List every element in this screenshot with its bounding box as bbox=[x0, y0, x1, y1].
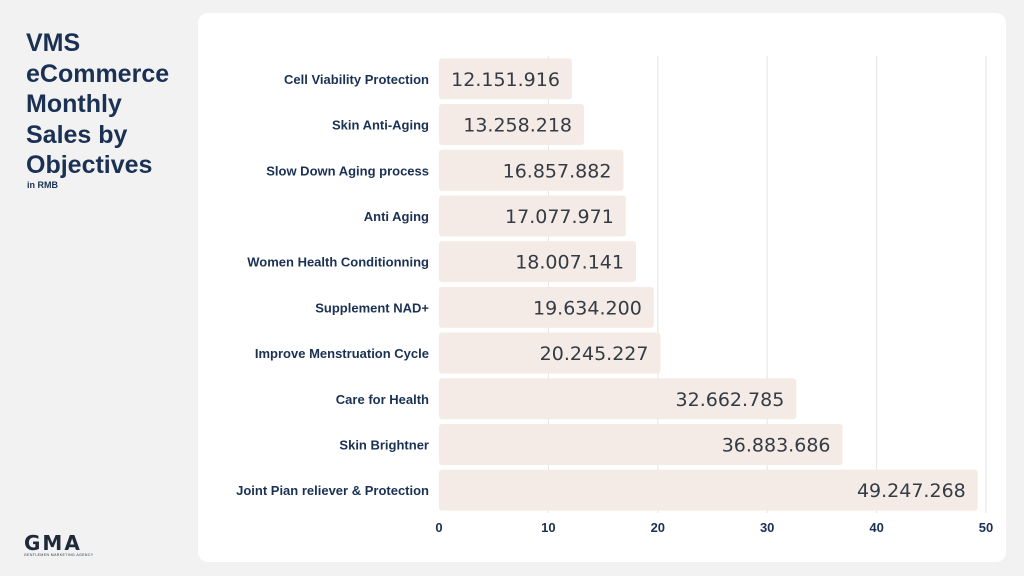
logo-tagline: GENTLEMEN MARKETING AGENCY bbox=[24, 553, 94, 557]
bar bbox=[439, 378, 797, 420]
data-label: 49.247.268 bbox=[857, 480, 966, 502]
gma-logo: GMA GENTLEMEN MARKETING AGENCY bbox=[24, 533, 104, 559]
category-label: Slow Down Aging process bbox=[266, 163, 429, 178]
bar bbox=[439, 241, 636, 283]
x-tick-label: 50 bbox=[979, 520, 993, 535]
data-label: 17.077.971 bbox=[505, 206, 614, 228]
bar bbox=[439, 195, 626, 237]
x-tick-label: 30 bbox=[760, 520, 774, 535]
bar bbox=[439, 286, 654, 328]
x-tick-label: 10 bbox=[541, 520, 555, 535]
chart-card: Cell Viability Protection 12.151.916 Skin … bbox=[198, 13, 1006, 562]
chart-title: VMS eCommerce Monthly Sales by Objective… bbox=[26, 29, 170, 179]
category-label: Women Health Conditionning bbox=[247, 255, 429, 270]
x-tick-label: 0 bbox=[435, 520, 442, 535]
data-label: 20.245.227 bbox=[540, 343, 649, 365]
data-label: 12.151.916 bbox=[451, 69, 560, 91]
category-label: Skin Brightner bbox=[339, 437, 429, 452]
data-label: 36.883.686 bbox=[722, 434, 831, 456]
category-label: Cell Viability Protection bbox=[284, 72, 429, 87]
category-label: Care for Health bbox=[336, 392, 429, 407]
bar bbox=[439, 469, 978, 511]
bar bbox=[439, 58, 572, 100]
bar bbox=[439, 104, 585, 146]
category-label: Improve Menstruation Cycle bbox=[255, 346, 429, 361]
category-label: Joint Pian reliever & Protection bbox=[236, 483, 429, 498]
category-label: Skin Anti-Aging bbox=[332, 118, 429, 133]
data-label: 19.634.200 bbox=[533, 297, 642, 319]
bar-chart: Cell Viability Protection 12.151.916 Skin … bbox=[236, 56, 993, 535]
category-label: Anti Aging bbox=[364, 209, 429, 224]
category-label: Supplement NAD+ bbox=[315, 300, 429, 315]
data-label: 16.857.882 bbox=[503, 160, 612, 182]
logo-text: GMA bbox=[24, 531, 82, 555]
x-tick-label: 20 bbox=[651, 520, 665, 535]
data-label: 18.007.141 bbox=[515, 252, 624, 274]
data-label: 13.258.218 bbox=[463, 115, 572, 137]
bar bbox=[439, 423, 843, 465]
chart-subtitle: in RMB bbox=[27, 180, 58, 190]
bar bbox=[439, 332, 661, 374]
x-tick-label: 40 bbox=[869, 520, 883, 535]
data-label: 32.662.785 bbox=[676, 389, 785, 411]
bar bbox=[439, 149, 624, 191]
